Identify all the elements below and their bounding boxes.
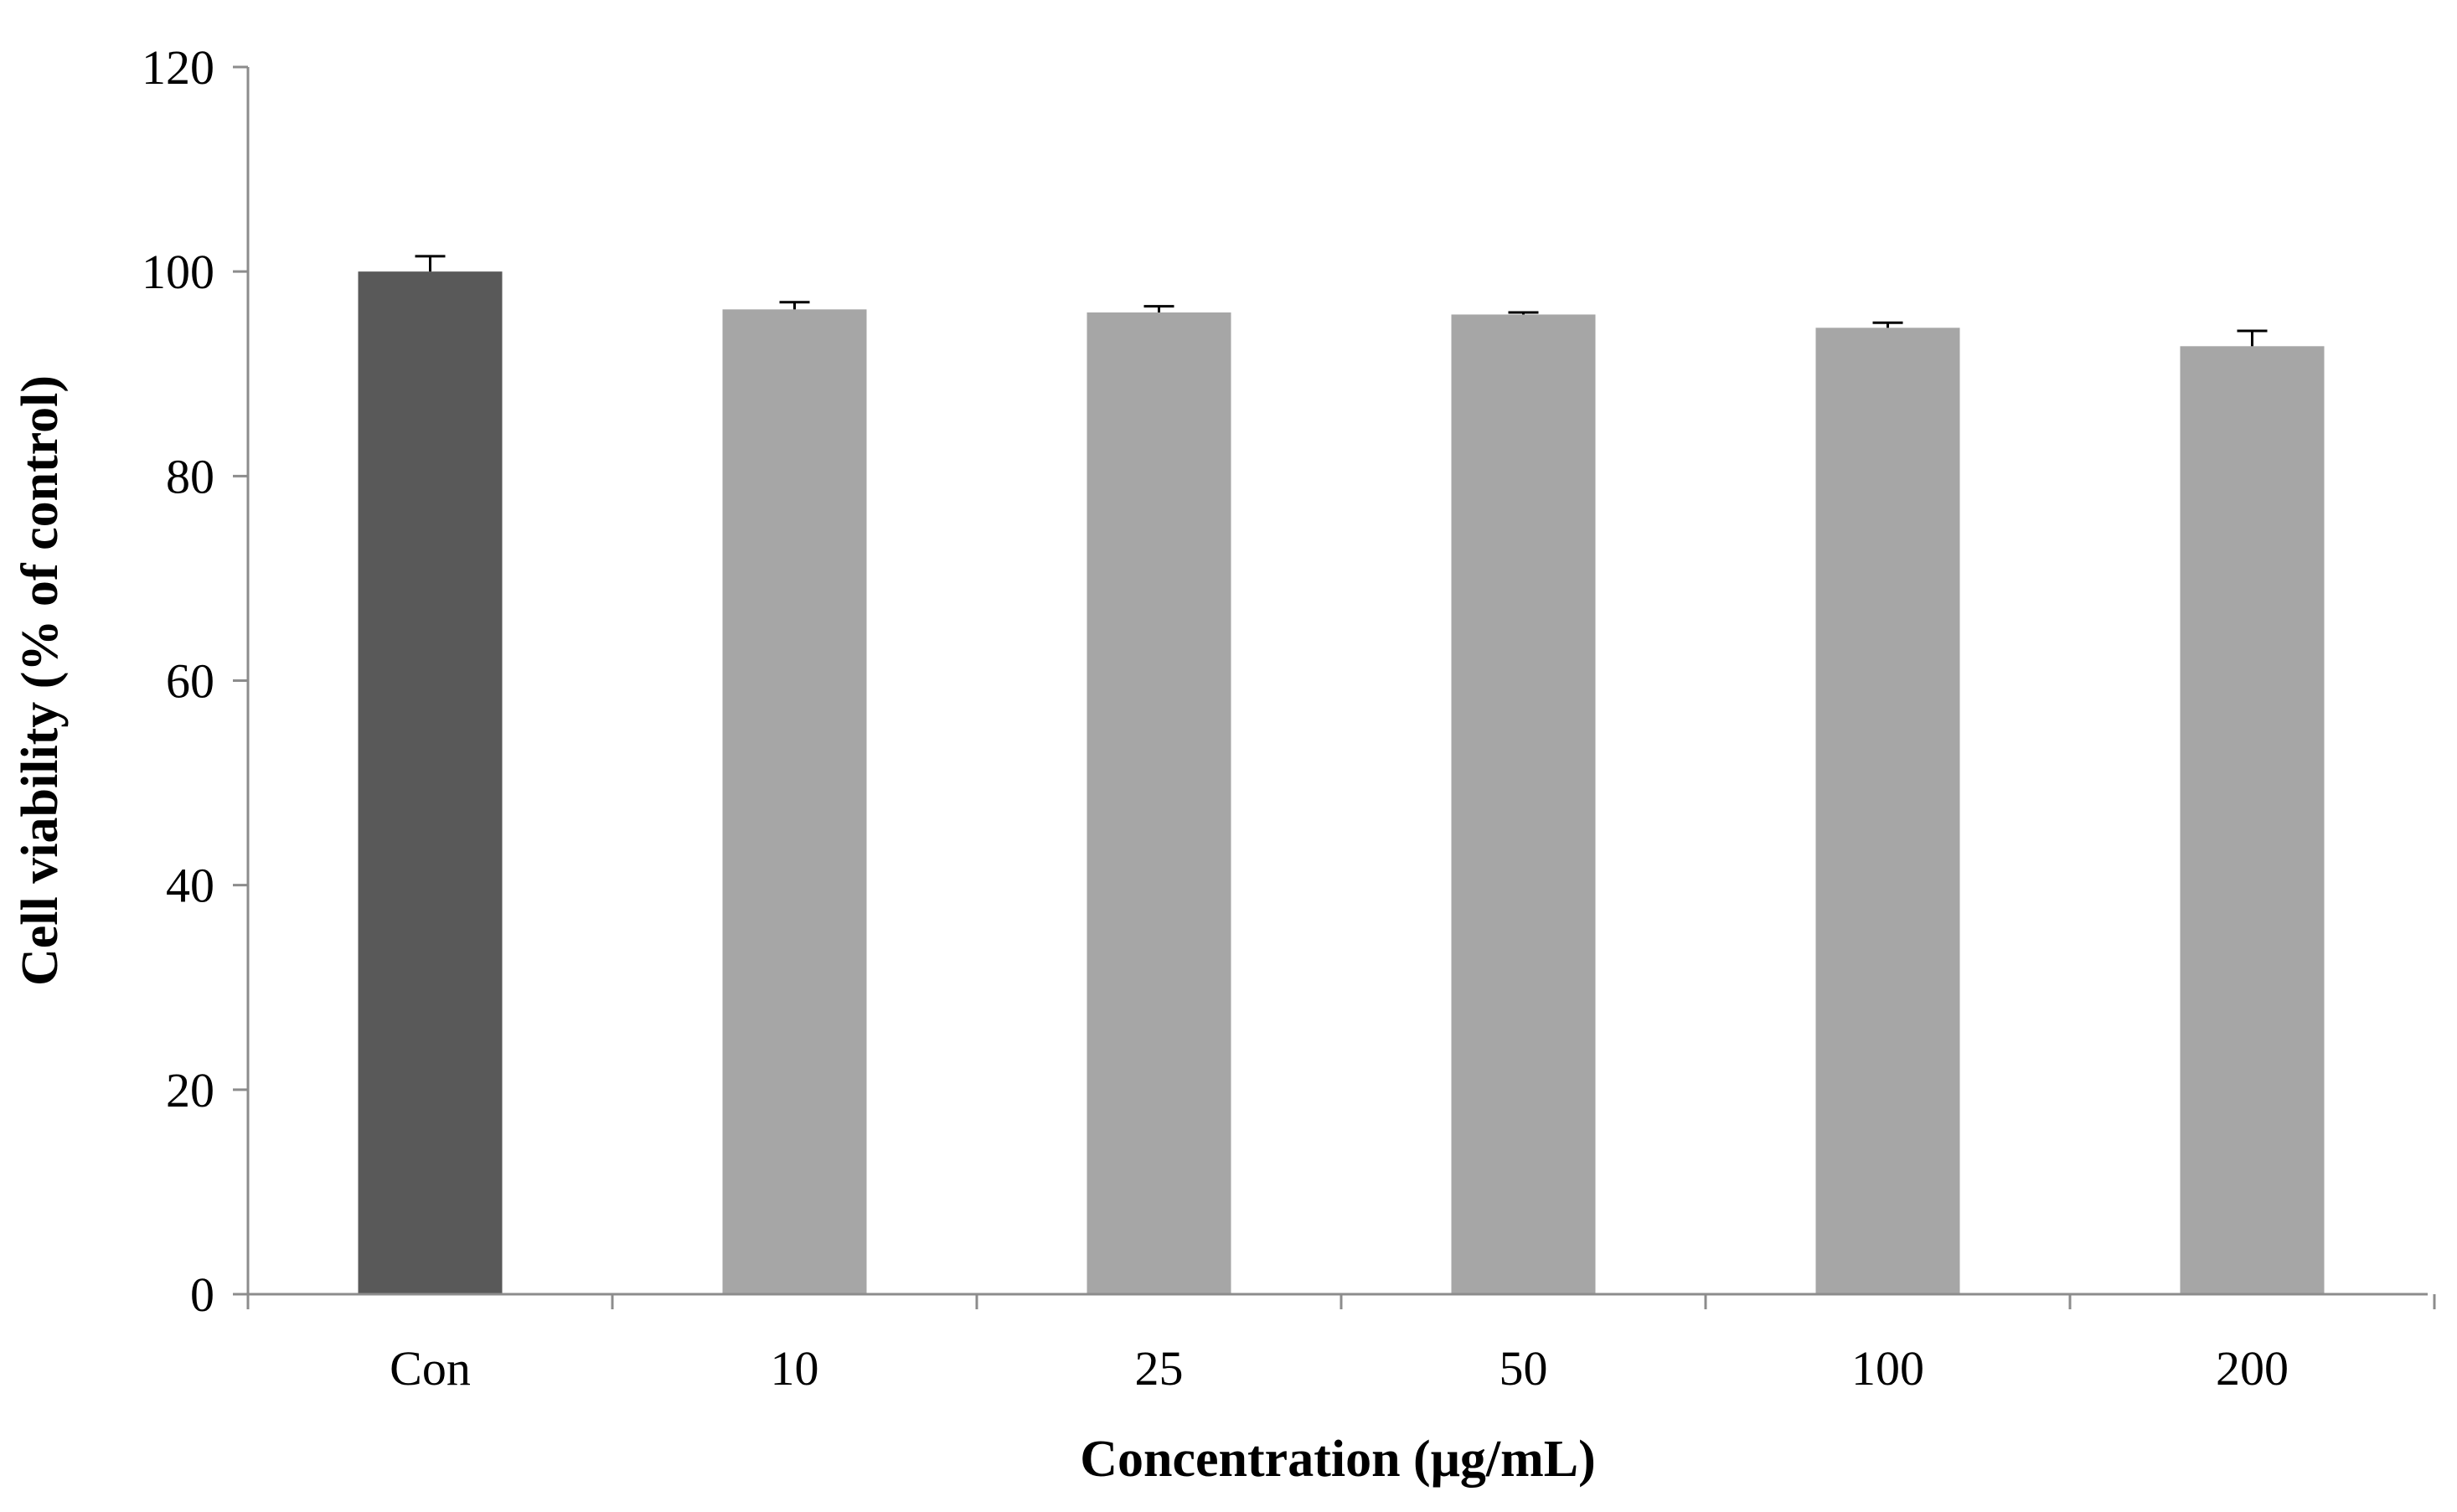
y-tick-label: 0: [190, 1267, 214, 1322]
y-tick-label: 40: [166, 859, 214, 913]
y-tick-label: 120: [142, 40, 214, 95]
y-tick-label: 60: [166, 654, 214, 709]
x-axis-ticks: Con 10 25 50 100 200: [246, 1294, 2436, 1396]
bar: [722, 309, 867, 1294]
bar: [1451, 314, 1596, 1295]
y-tick-label: 80: [166, 449, 214, 503]
y-axis-ticks: 0 20 40 60 80 100 120: [142, 40, 248, 1322]
x-tick-label: Con: [390, 1341, 471, 1396]
y-tick-label: 100: [142, 245, 214, 299]
x-tick-label: 10: [771, 1341, 819, 1396]
error-bars: [415, 255, 2268, 347]
bar: [1087, 312, 1231, 1294]
y-axis-title: Cell viability (% of control): [12, 375, 69, 986]
bar: [2180, 346, 2325, 1295]
x-tick-label: 100: [1851, 1341, 1924, 1396]
x-axis-title: Concentration (μg/mL): [1080, 1431, 1595, 1488]
bars: [358, 271, 2325, 1295]
bar: [358, 271, 503, 1295]
bar: [1815, 328, 1960, 1294]
x-tick-label: 50: [1499, 1341, 1548, 1396]
x-tick-label: 200: [2216, 1341, 2289, 1396]
x-tick-label: 25: [1135, 1341, 1184, 1396]
y-tick-label: 20: [166, 1063, 214, 1117]
